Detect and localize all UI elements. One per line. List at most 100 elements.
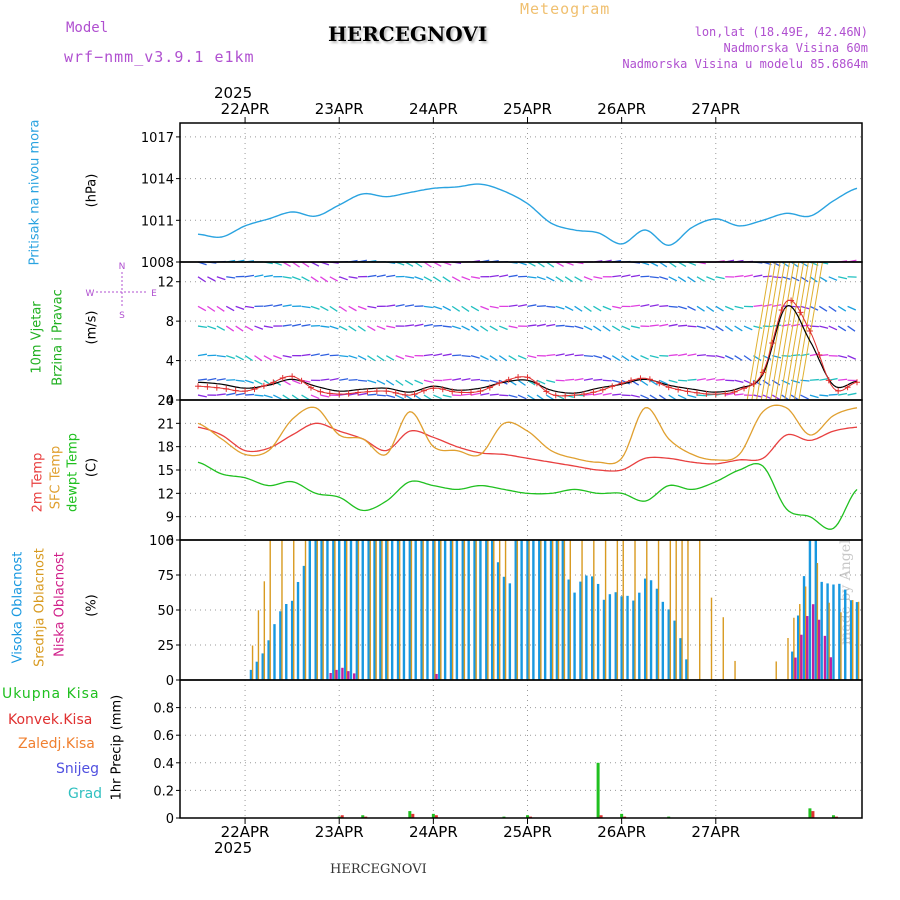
high-cloud-bar — [408, 540, 412, 680]
wind-barb — [837, 305, 847, 312]
low-cloud-bar — [435, 673, 438, 680]
wind-barb — [225, 305, 235, 312]
wind-barb — [555, 353, 565, 357]
wind-barb — [583, 393, 594, 396]
wind-barb — [461, 378, 471, 381]
wind-barb — [838, 392, 848, 396]
low-cloud-bar — [829, 657, 832, 680]
wind-barb — [517, 379, 526, 386]
high-cloud-bar — [485, 540, 488, 680]
wind-barb — [282, 355, 292, 358]
high-cloud-bar — [549, 540, 553, 680]
wind-barb — [753, 325, 763, 329]
wind-barb — [612, 379, 622, 384]
wind-barb — [254, 355, 263, 362]
wind-barb — [706, 305, 715, 312]
wind-barb — [291, 276, 301, 281]
wind-compass-icon: N S W E — [82, 258, 162, 328]
wind-barb — [263, 355, 273, 361]
wind-barb — [433, 324, 443, 327]
wind-barb — [310, 353, 320, 357]
y-tick-label: 1017 — [141, 131, 174, 146]
wind-barb — [678, 379, 688, 382]
high-cloud-bar — [808, 540, 812, 680]
wind-barb — [696, 354, 706, 357]
wind-barb — [790, 276, 800, 282]
wind-barb — [320, 378, 330, 381]
y-tick-label: 1014 — [141, 173, 174, 188]
wind-barb — [696, 276, 706, 282]
data-layer — [180, 183, 862, 819]
wind-barb — [819, 325, 829, 329]
wind-barb — [404, 355, 415, 359]
high-cloud-bar — [396, 540, 400, 680]
wind-barb — [338, 305, 348, 312]
wind-barb — [451, 325, 461, 330]
wind-barb — [423, 305, 433, 309]
wind-barb — [197, 394, 207, 398]
wind-barb — [536, 276, 546, 281]
wind-barb — [838, 378, 848, 381]
y-tick-label: 9 — [166, 511, 174, 526]
wind-barb — [442, 378, 452, 381]
wind-barb — [649, 394, 658, 401]
wind-barb — [809, 276, 818, 283]
day-label-bottom: 27APR — [691, 823, 740, 841]
high-cloud-bar — [679, 638, 682, 680]
wind-barb — [847, 355, 857, 360]
high-cloud-bar — [655, 588, 659, 680]
y-tick-label: 21 — [157, 417, 174, 432]
wind-barb — [452, 377, 462, 381]
wind-barb — [357, 379, 368, 382]
dewpoint-line — [197, 461, 858, 530]
wind-barb — [338, 276, 348, 281]
wind-barb — [819, 378, 829, 381]
wind-barb — [668, 394, 677, 401]
wind-barb — [602, 355, 612, 361]
day-label-bottom: 25APR — [503, 823, 552, 841]
wind-barb — [565, 378, 575, 381]
page-title: HERCEGNOVI — [328, 22, 488, 46]
conv-precip-bar — [811, 811, 815, 818]
high-cloud-bar — [338, 540, 341, 680]
wind-barb — [781, 261, 790, 268]
high-cloud-bar — [279, 611, 282, 680]
high-cloud-bar — [791, 651, 794, 680]
high-cloud-bar — [844, 589, 847, 680]
wind-barb — [414, 323, 424, 327]
wind-barb — [743, 355, 752, 362]
total-precip-bar — [808, 808, 812, 818]
high-cloud-bar — [267, 640, 270, 680]
wind-barb — [461, 354, 471, 358]
wind-barb — [837, 325, 847, 332]
wind-barb — [555, 276, 564, 283]
wind-barb — [527, 276, 537, 279]
wind-barb — [216, 305, 225, 312]
lonlat-label: lon,lat (18.49E, 42.46N) — [694, 25, 868, 39]
wind-barb — [574, 325, 584, 330]
wind-barb — [404, 394, 414, 401]
high-cloud-bar — [467, 540, 470, 680]
wind-barb — [197, 378, 208, 381]
high-cloud-bar — [826, 583, 829, 680]
wind-barb — [696, 377, 706, 381]
wind-barb — [226, 276, 236, 279]
y-tick-label: 0.2 — [153, 784, 174, 799]
wind-barb — [715, 276, 725, 280]
wind-barb — [367, 274, 377, 278]
wind-barb — [838, 276, 848, 280]
wind-barb — [197, 325, 208, 329]
wind-barb — [611, 325, 621, 332]
wind-barb — [659, 379, 668, 385]
wind-barb — [216, 276, 226, 281]
high-cloud-bar — [661, 601, 665, 680]
high-cloud-bar — [543, 540, 547, 680]
high-cloud-bar — [296, 581, 300, 680]
wind-barb — [696, 394, 706, 397]
wind-barb — [433, 394, 442, 400]
wind-barb — [452, 354, 462, 357]
high-cloud-bar — [520, 540, 523, 680]
wind-barb — [565, 325, 575, 328]
wind-barb — [433, 353, 443, 357]
wind-barb — [245, 393, 255, 396]
